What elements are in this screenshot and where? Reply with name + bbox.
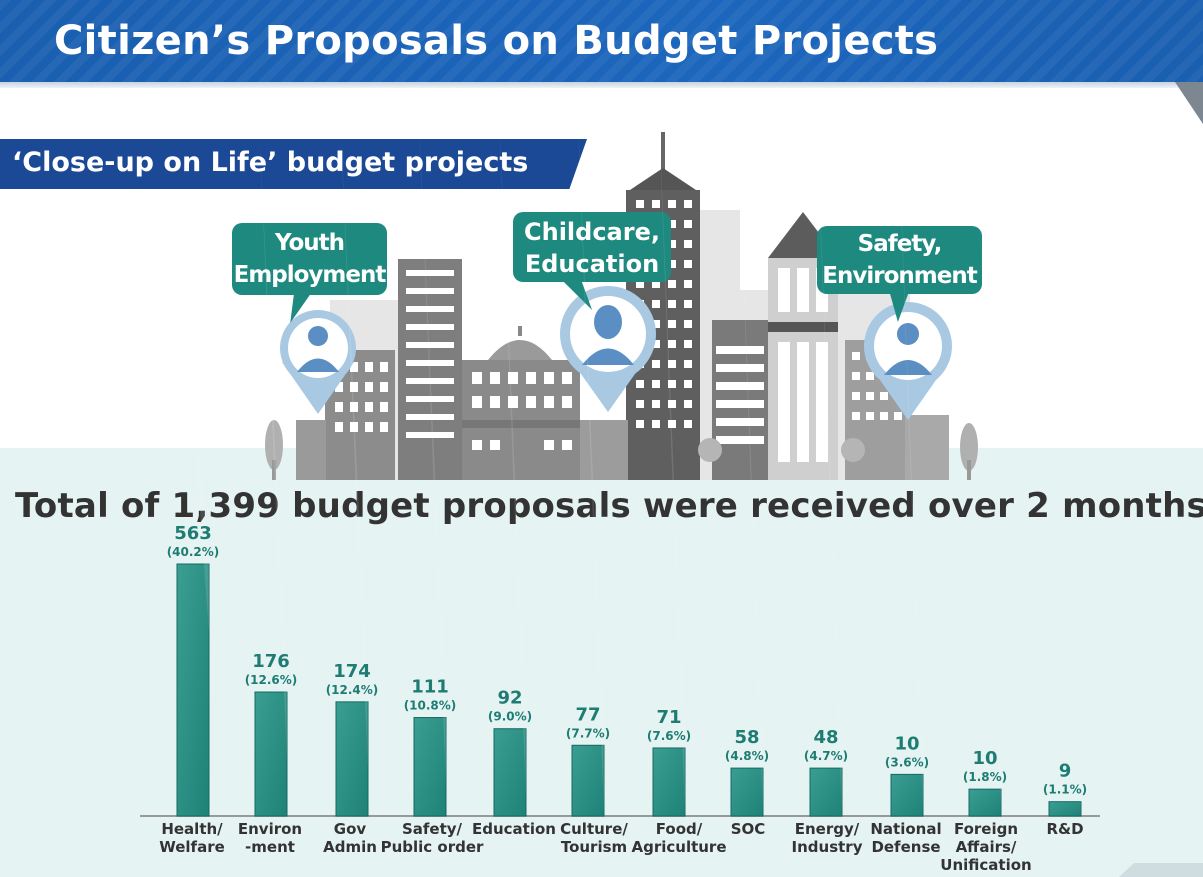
category-tick-label: Culture/ [560,820,628,838]
section-ribbon: ‘Close-up on Life’ budget projects [0,139,587,189]
bar-value-label: 58 [734,727,759,748]
category-tick-label: Unification [940,856,1031,874]
page-fold-corner [1175,82,1203,124]
bubble-line: Environment [822,263,977,289]
bubble-line: Safety, [857,231,943,257]
bar [809,767,843,817]
bar-percent-label: (4.7%) [804,749,848,763]
category-tick-label: Environ [238,820,302,838]
bar [730,767,764,817]
bar [493,728,527,817]
header-divider [0,82,1203,88]
gabled-tower [768,212,838,480]
bar-percent-label: (40.2%) [167,545,220,559]
page-corner-tab [1119,863,1203,877]
bar-percent-label: (12.4%) [326,683,379,697]
category-tick-label: SOC [731,820,766,838]
bar-percent-label: (4.8%) [725,749,769,763]
tower-left [398,259,462,480]
bar-value-label: 111 [411,677,449,698]
bar [413,717,447,817]
category-tick-label: Gov [334,820,367,838]
bar-value-label: 10 [972,748,997,769]
category-tick-label: Public order [381,838,484,856]
bar-highlight [418,98,446,788]
bubble-line: Youth [274,230,345,256]
bar-highlight [973,26,1001,816]
bar-percent-label: (12.6%) [245,673,298,687]
bar-highlight [895,41,923,816]
bar-highlight [498,87,526,799]
bar-percent-label: (7.7%) [566,726,610,740]
bar-value-label: 9 [1059,761,1072,782]
chart-title: Total of 1,399 budget proposals were rec… [15,486,1203,526]
category-tick-label: Defense [871,838,940,856]
bar-highlight [576,70,604,816]
domed-hall [462,326,580,480]
category-tick-label: Health/ [161,820,223,838]
category-tick-label: Industry [792,838,863,856]
bar [1048,801,1082,817]
category-tick-label: Admin [323,838,377,856]
bar [571,744,605,817]
speech-bubble-safety-environment: Safety, Environment [817,226,982,294]
category-tick-label: Food/ [656,820,703,838]
person-pin-center-icon [560,286,656,412]
bar-highlight [1053,14,1081,817]
bar-percent-label: (1.8%) [963,770,1007,784]
bar-highlight [181,252,209,634]
speech-bubble-childcare-education: Childcare, Education [513,212,671,282]
category-tick-label: Education [472,820,556,838]
bar-percent-label: (10.8%) [404,699,457,713]
bar-value-label: 10 [894,733,919,754]
bar-highlight [657,68,685,816]
bar-highlight [259,123,287,763]
bubble-line: Education [524,250,660,278]
bar-value-label: 48 [813,727,838,748]
bar-percent-label: (7.6%) [647,729,691,743]
speech-bubble-youth-employment: Youth Employment [232,223,387,295]
bar [254,691,288,817]
header-banner: Citizen’s Proposals on Budget Projects [0,0,1203,82]
bar-highlight [814,47,842,816]
bar-percent-label: (9.0%) [488,710,532,724]
category-tick-label: Safety/ [402,820,463,838]
bar [335,701,369,817]
page-title: Citizen’s Proposals on Budget Projects [54,18,939,64]
category-tick-label: Agriculture [631,838,726,856]
bar-value-label: 563 [174,523,212,544]
section-ribbon-label: ‘Close-up on Life’ budget projects [12,147,529,178]
category-tick-label: Affairs/ [956,838,1017,856]
category-tick-label: Energy/ [795,820,860,838]
bar [890,773,924,817]
bar-highlight [340,114,368,772]
bar-percent-label: (3.6%) [885,755,929,769]
bar [176,563,210,817]
city-skyline-illustration [265,132,978,480]
bubble-line: Employment [233,262,387,288]
bar [652,747,686,817]
bar-value-label: 77 [575,704,600,725]
category-tick-label: Foreign [954,820,1018,838]
category-tick-label: National [870,820,941,838]
bar-value-label: 176 [252,651,290,672]
category-tick-label: R&D [1046,820,1083,838]
bar-highlight [735,47,763,816]
category-tick-label: Welfare [159,838,225,856]
bar-percent-label: (1.1%) [1043,783,1087,797]
category-tick-label: -ment [245,838,295,856]
category-tick-label: Tourism [561,838,627,856]
bar [968,788,1002,817]
bar-value-label: 174 [333,661,371,682]
person-pin-left-icon [280,310,356,414]
bar-value-label: 71 [656,707,681,728]
bar-value-label: 92 [497,688,522,709]
bubble-line: Childcare, [524,218,660,246]
person-pin-right-icon [864,302,952,420]
